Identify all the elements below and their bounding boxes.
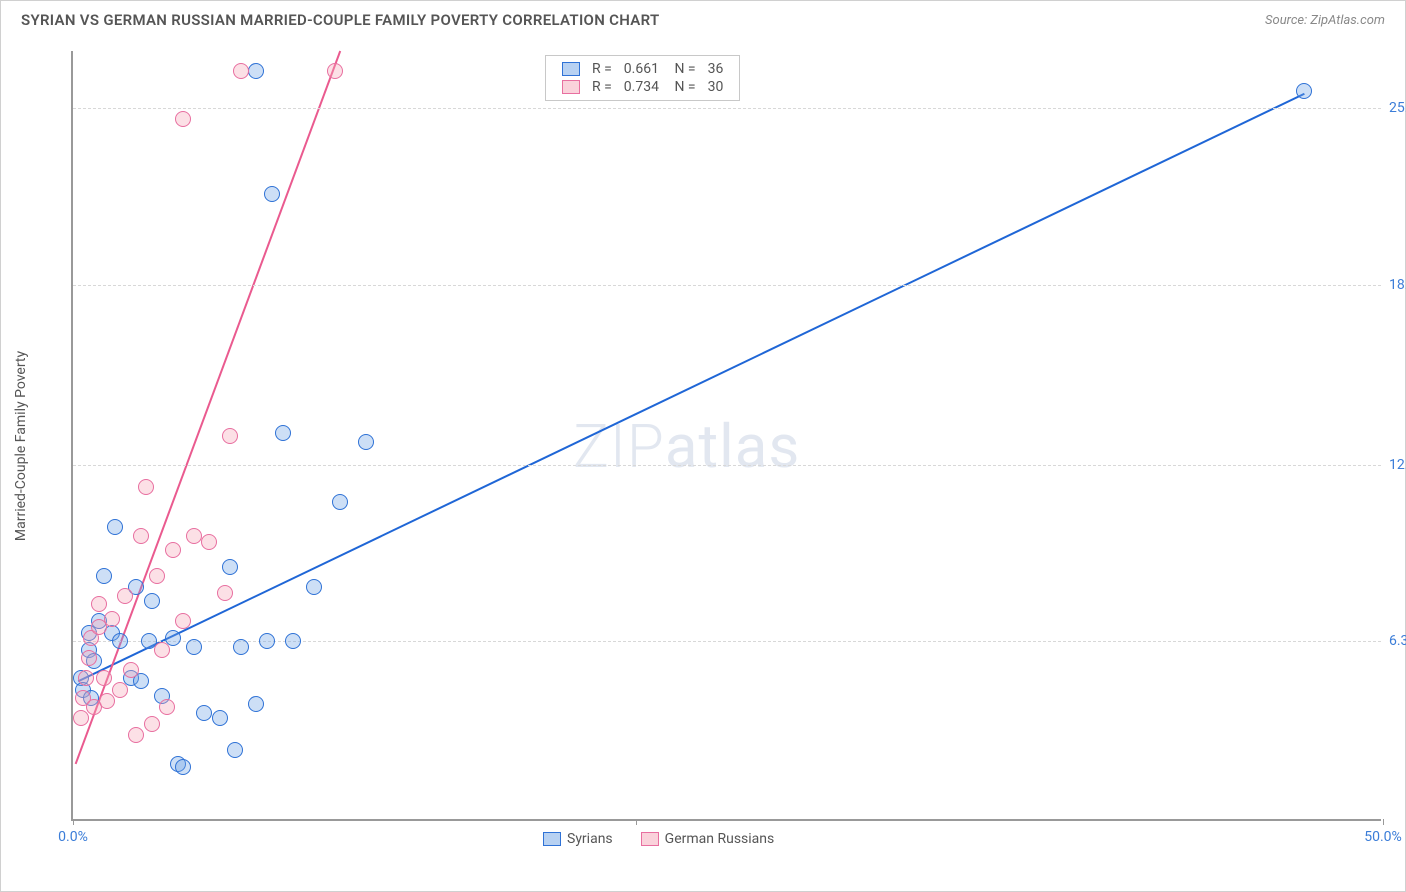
- y-tick-label: 6.3%: [1389, 633, 1406, 649]
- chart-container: SYRIAN VS GERMAN RUSSIAN MARRIED-COUPLE …: [0, 0, 1406, 892]
- data-point: [154, 642, 170, 658]
- stats-table: R =0.661 N =36 R =0.734 N =30: [556, 60, 729, 96]
- data-point: [259, 633, 275, 649]
- y-tick-label: 25.0%: [1389, 100, 1406, 116]
- gridline: [73, 285, 1381, 286]
- data-point: [248, 696, 264, 712]
- data-point: [165, 542, 181, 558]
- data-point: [81, 650, 97, 666]
- data-point: [144, 716, 160, 732]
- data-point: [186, 528, 202, 544]
- y-axis-label: Married-Couple Family Poverty: [13, 351, 29, 541]
- data-point: [107, 519, 123, 535]
- data-point: [104, 611, 120, 627]
- data-point: [248, 63, 264, 79]
- data-point: [149, 568, 165, 584]
- x-tick-mark: [73, 819, 74, 825]
- data-point: [144, 593, 160, 609]
- data-point: [332, 494, 348, 510]
- data-point: [123, 662, 139, 678]
- x-tick-label: 0.0%: [58, 829, 88, 845]
- data-point: [175, 759, 191, 775]
- data-point: [91, 596, 107, 612]
- legend-item: German Russians: [641, 831, 775, 847]
- plot-area: ZIPatlas 6.3%12.5%18.8%25.0%0.0%50.0% R …: [71, 51, 1381, 821]
- y-tick-label: 18.8%: [1389, 277, 1406, 293]
- data-point: [175, 111, 191, 127]
- data-point: [128, 727, 144, 743]
- data-point: [222, 559, 238, 575]
- data-point: [112, 633, 128, 649]
- data-point: [175, 613, 191, 629]
- data-point: [233, 63, 249, 79]
- data-point: [112, 682, 128, 698]
- data-point: [217, 585, 233, 601]
- x-tick-mark: [1383, 819, 1384, 825]
- data-point: [275, 425, 291, 441]
- data-point: [196, 705, 212, 721]
- header: SYRIAN VS GERMAN RUSSIAN MARRIED-COUPLE …: [1, 1, 1405, 35]
- data-point: [96, 670, 112, 686]
- series-legend: Syrians German Russians: [543, 831, 802, 847]
- data-point: [78, 670, 94, 686]
- data-point: [222, 428, 238, 444]
- x-tick-label: 50.0%: [1364, 829, 1402, 845]
- data-point: [227, 742, 243, 758]
- x-tick-mark: [636, 819, 637, 825]
- chart-lines-svg: [73, 51, 1381, 819]
- data-point: [159, 699, 175, 715]
- y-tick-label: 12.5%: [1389, 457, 1406, 473]
- legend-item: Syrians: [543, 831, 613, 847]
- data-point: [1296, 83, 1312, 99]
- data-point: [186, 639, 202, 655]
- data-point: [327, 63, 343, 79]
- chart-title: SYRIAN VS GERMAN RUSSIAN MARRIED-COUPLE …: [21, 11, 660, 29]
- data-point: [117, 588, 133, 604]
- data-point: [201, 534, 217, 550]
- data-point: [99, 693, 115, 709]
- stats-legend: R =0.661 N =36 R =0.734 N =30: [545, 55, 740, 101]
- data-point: [133, 528, 149, 544]
- source-label: Source: ZipAtlas.com: [1265, 13, 1385, 28]
- data-point: [358, 434, 374, 450]
- data-point: [233, 639, 249, 655]
- data-point: [306, 579, 322, 595]
- gridline: [73, 465, 1381, 466]
- gridline: [73, 108, 1381, 109]
- data-point: [138, 479, 154, 495]
- data-point: [264, 186, 280, 202]
- data-point: [212, 710, 228, 726]
- data-point: [96, 568, 112, 584]
- data-point: [73, 710, 89, 726]
- data-point: [285, 633, 301, 649]
